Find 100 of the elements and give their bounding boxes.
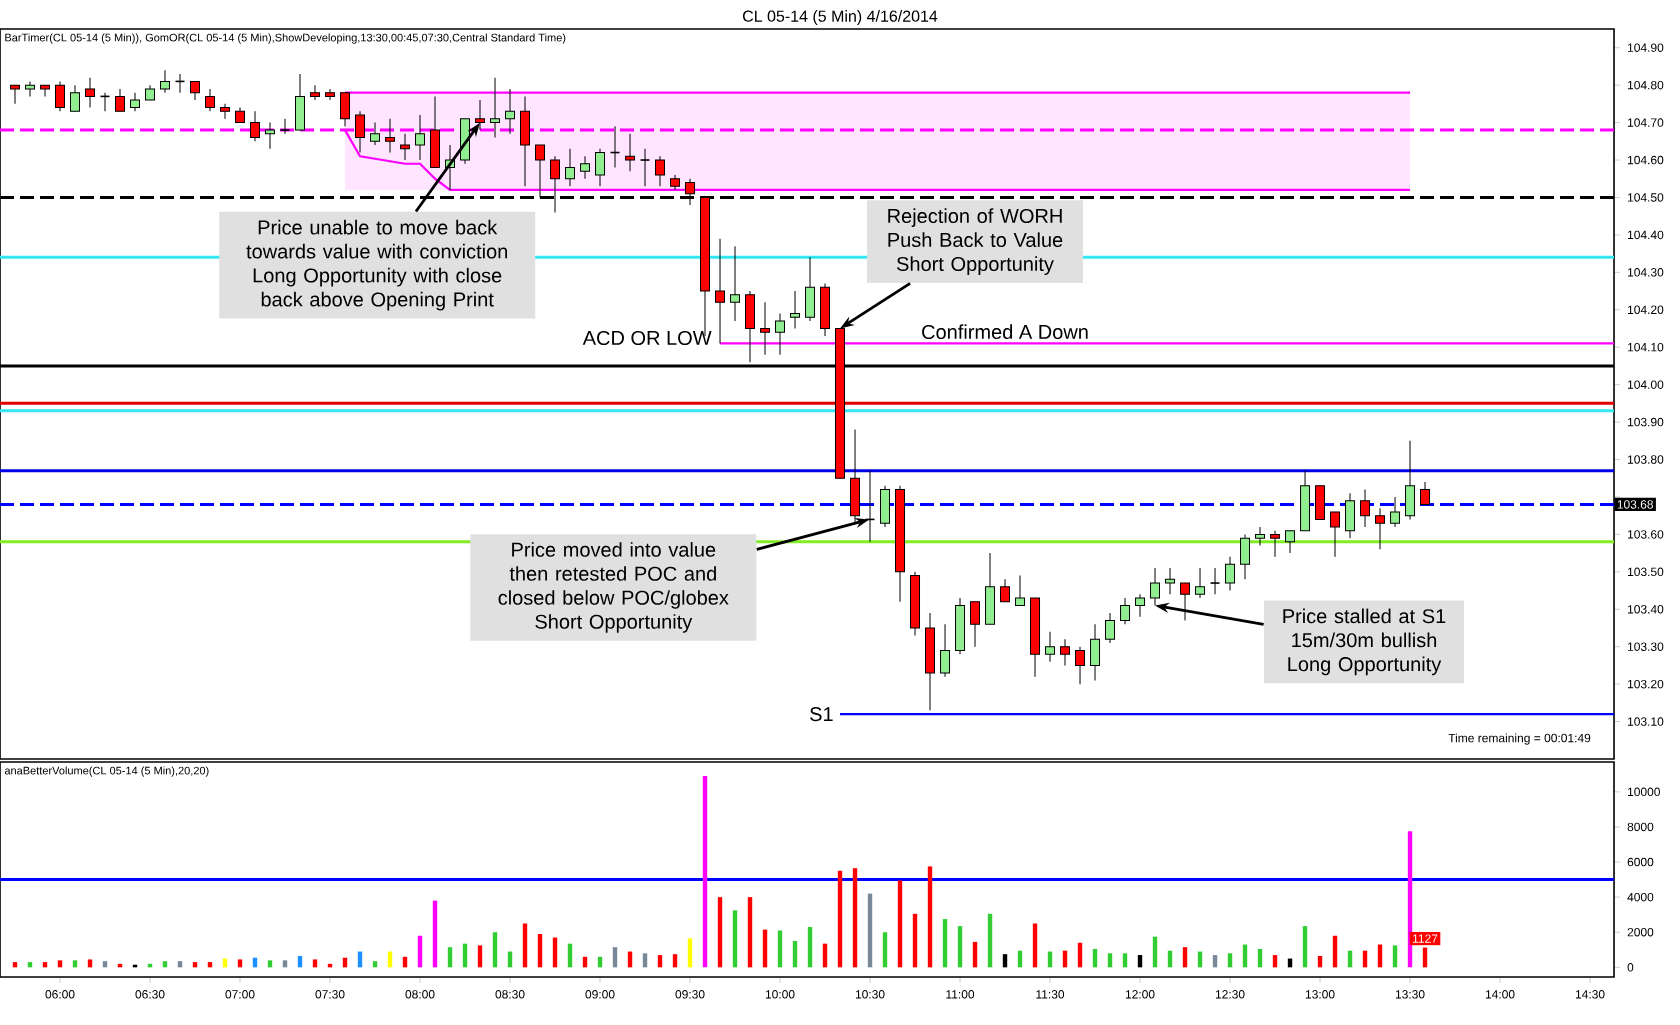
x-tick-label: 09:00 <box>585 990 615 999</box>
bar <box>447 947 453 968</box>
candlestick <box>565 148 575 187</box>
candlestick <box>1390 496 1401 528</box>
y-tick-label: 104.00 <box>1627 380 1664 389</box>
candlestick <box>940 623 951 678</box>
candlestick <box>715 238 726 344</box>
candlestick <box>355 110 366 154</box>
annotation: Price moved into value then retested POC and closed below POC/globex Short Opportunity <box>498 542 729 633</box>
candlestick <box>625 133 636 172</box>
bar <box>852 868 858 968</box>
candlestick <box>70 84 80 112</box>
data-label: 1127 <box>1413 934 1438 943</box>
y-tick-label: 104.50 <box>1627 193 1664 202</box>
chart-title: anaBetterVolume(CL 05-14 (5 Min),20,20) <box>4 766 209 777</box>
bar <box>672 954 678 968</box>
bar <box>537 934 543 968</box>
candlestick <box>205 88 215 112</box>
chart-title: CL 05-14 (5 Min) 4/16/2014 <box>742 10 938 25</box>
y-tick-label: 0 <box>1627 963 1634 972</box>
bar <box>1002 954 1008 968</box>
bar <box>432 900 438 968</box>
x-tick-label: 10:00 <box>765 990 795 999</box>
bar <box>1227 953 1233 968</box>
bar <box>477 945 483 968</box>
y-tick-label: 103.10 <box>1627 717 1664 726</box>
annotation: Price unable to move back towards value with conviction Long Opportunity with close back above Opening Print <box>246 219 508 311</box>
y-tick-label: 103.30 <box>1627 642 1664 651</box>
bar <box>72 960 78 968</box>
candlestick <box>220 103 231 120</box>
candlestick <box>1375 507 1386 550</box>
bar <box>87 959 93 968</box>
x-tick-label: 06:00 <box>45 990 75 999</box>
candlestick <box>1165 567 1176 595</box>
y-tick-label: 103.20 <box>1627 679 1664 689</box>
bar <box>747 897 753 968</box>
bar <box>612 947 618 968</box>
x-tick-label: 07:30 <box>315 990 345 999</box>
candlestick <box>970 601 981 648</box>
y-tick-label: 103.40 <box>1627 605 1664 614</box>
x-tick-label: 12:00 <box>1125 990 1155 999</box>
candlestick <box>1360 488 1371 528</box>
y-tick-label: 104.20 <box>1627 305 1664 315</box>
x-tick-label: 11:00 <box>946 990 975 999</box>
y-tick-label: 103.90 <box>1627 417 1664 427</box>
x-tick-label: 14:00 <box>1485 990 1515 999</box>
candlestick <box>25 80 35 97</box>
candlestick <box>595 148 606 187</box>
bar <box>897 880 903 968</box>
bar <box>732 910 738 968</box>
y-tick-label: 104.10 <box>1627 342 1664 352</box>
x-tick-label: 13:30 <box>1395 990 1425 999</box>
bar <box>312 959 318 968</box>
x-tick-label: 08:00 <box>405 990 435 999</box>
candlestick <box>1000 578 1011 603</box>
candlestick <box>55 80 65 112</box>
candlestick <box>1285 530 1296 554</box>
candlestick <box>1195 567 1206 599</box>
candlestick <box>250 110 260 142</box>
candlestick <box>775 313 786 356</box>
bar <box>1032 923 1038 968</box>
candlestick <box>760 301 771 356</box>
bar <box>1107 953 1113 968</box>
x-tick-label: 06:30 <box>135 990 165 999</box>
y-tick-label: 103.60 <box>1627 530 1664 539</box>
bar <box>522 923 528 968</box>
candlestick <box>1209 567 1221 595</box>
bar <box>1302 926 1308 968</box>
candlestick <box>1420 481 1431 505</box>
annotation: Time remaining = 00:01:49 <box>1448 733 1591 745</box>
candlestick <box>310 84 321 101</box>
y-tick-label: 104.40 <box>1627 230 1664 240</box>
bar <box>1122 953 1128 968</box>
bar <box>702 776 708 968</box>
x-tick-label: 07:00 <box>225 990 255 999</box>
bar <box>792 941 798 968</box>
annotation: Price stalled at S1 15m/30m bullish Long Opportunity <box>1283 608 1446 676</box>
candlestick <box>1075 646 1086 685</box>
candlestick <box>385 118 395 154</box>
y-tick-label: 8000 <box>1627 822 1654 832</box>
bar <box>267 960 273 968</box>
candlestick <box>279 118 291 135</box>
x-tick-label: 10:30 <box>855 990 885 999</box>
x-tick-label: 11:30 <box>1036 990 1065 999</box>
candlestick <box>1105 612 1116 644</box>
bar <box>717 897 723 968</box>
y-tick-label: 104.30 <box>1627 268 1664 277</box>
candlestick <box>730 245 741 322</box>
candlestick <box>505 88 516 135</box>
bar <box>912 913 918 968</box>
annotation: ACD OR LOW <box>582 330 712 346</box>
y-tick-label: 103.50 <box>1627 567 1664 577</box>
candlestick <box>265 122 276 150</box>
bar <box>837 870 843 968</box>
bar <box>57 960 63 968</box>
candlestick <box>370 122 381 146</box>
bar <box>1392 945 1398 968</box>
y-tick-label: 104.70 <box>1627 118 1664 127</box>
bar <box>777 930 783 968</box>
candlestick <box>85 77 96 109</box>
